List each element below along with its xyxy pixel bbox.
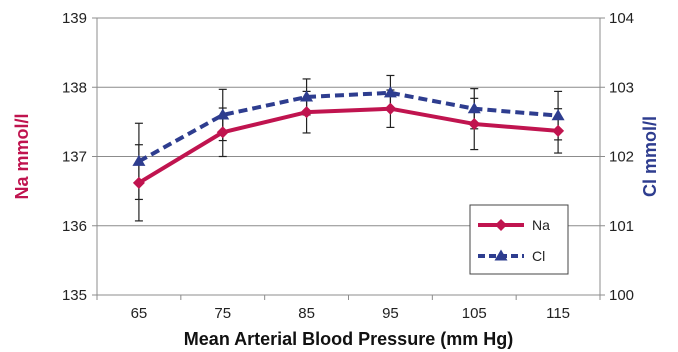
legend: Na Cl <box>469 204 569 275</box>
x-tick-label: 115 <box>546 305 570 322</box>
data-point-na <box>132 176 145 189</box>
x-axis-label: Mean Arterial Blood Pressure (mm Hg) <box>184 329 513 349</box>
data-point-cl <box>383 86 397 98</box>
data-point-na <box>384 102 397 115</box>
data-point-cl <box>467 102 481 114</box>
legend-label-cl: Cl <box>532 248 545 264</box>
data-point-na <box>552 124 565 137</box>
series-line-cl <box>137 90 559 164</box>
data-point-na <box>216 126 229 139</box>
data-point-na <box>300 106 313 119</box>
x-tick-label: 75 <box>214 305 231 322</box>
data-point-cl <box>551 109 565 121</box>
data-point-na <box>468 117 481 130</box>
series-line-na <box>137 106 559 185</box>
y-axis-label-right: Cl mmol/l <box>640 116 660 197</box>
y-tick-label-left: 139 <box>62 10 87 27</box>
axes <box>92 17 605 300</box>
legend-marker-cl <box>494 249 508 261</box>
x-tick-label: 95 <box>382 305 399 322</box>
y-tick-label-right: 103 <box>609 79 634 96</box>
legend-marker-na <box>495 219 507 231</box>
data-point-cl <box>216 108 230 120</box>
x-tick-label: 65 <box>131 305 148 322</box>
y-tick-label-left: 137 <box>62 149 87 166</box>
data-point-cl <box>132 154 146 166</box>
y-tick-label-right: 100 <box>609 287 634 304</box>
legend-label-na: Na <box>532 217 550 233</box>
y-tick-label-left: 138 <box>62 79 87 96</box>
legend-box <box>469 204 569 275</box>
series-markers <box>132 86 565 189</box>
x-tick-label: 85 <box>298 305 315 322</box>
y-tick-label-right: 102 <box>609 149 634 166</box>
y-tick-label-right: 104 <box>609 10 634 27</box>
data-point-cl <box>300 90 314 102</box>
y-tick-label-left: 136 <box>62 218 87 235</box>
series-lines <box>137 90 559 185</box>
y-axis-label-left: Na mmol/l <box>12 113 32 199</box>
x-tick-label: 105 <box>462 305 487 322</box>
y-tick-label-right: 101 <box>609 218 634 235</box>
tick-labels: 135 136 137 138 139 100 101 102 103 104 65 75 85 95 10… <box>62 10 634 322</box>
y-tick-label-left: 135 <box>62 287 87 304</box>
